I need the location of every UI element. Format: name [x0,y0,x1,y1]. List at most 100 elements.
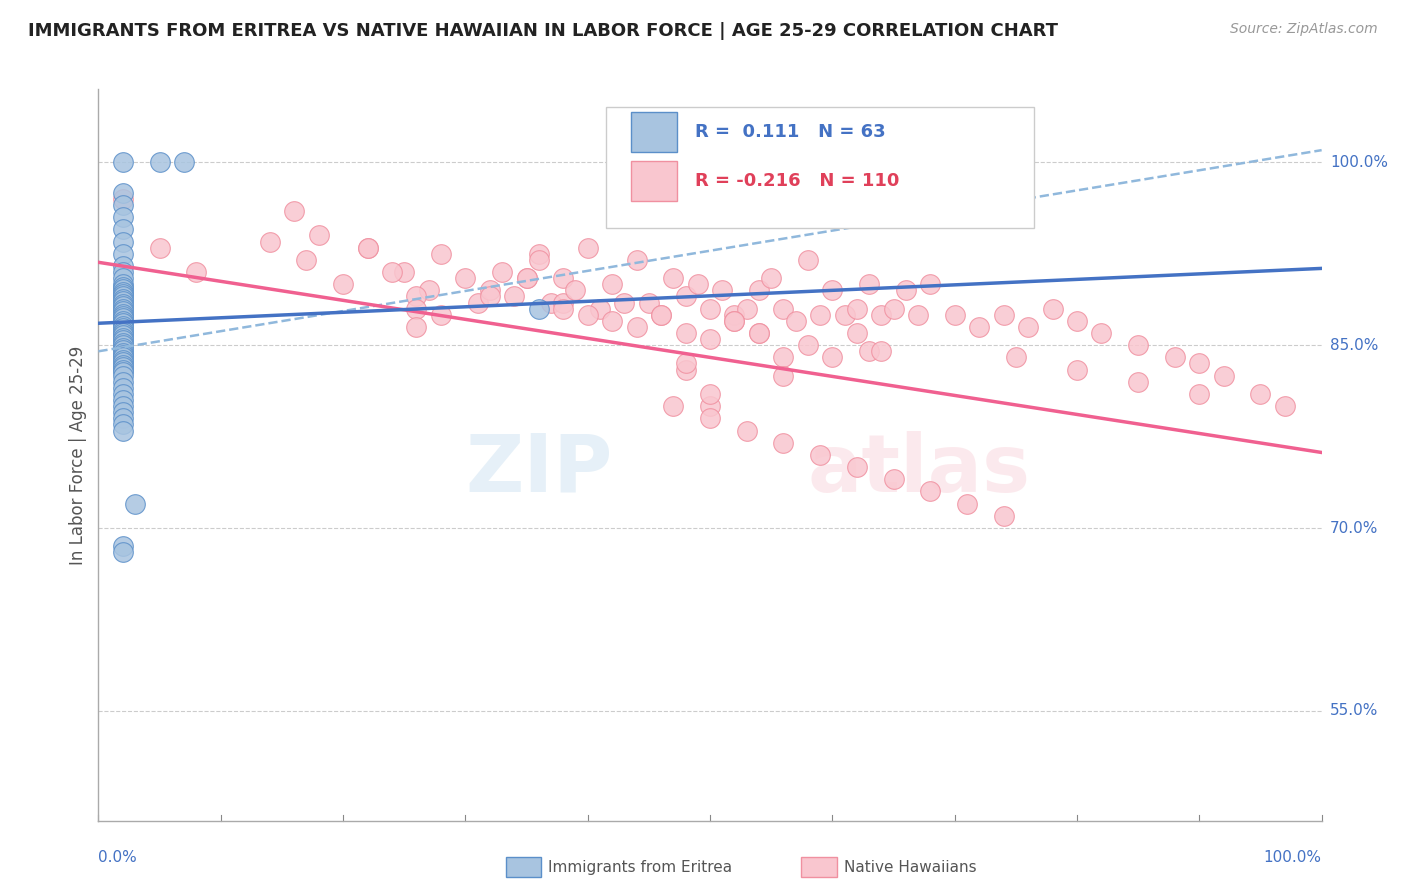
Point [675,289,697,303]
Text: atlas: atlas [808,431,1031,508]
Text: 70.0%: 70.0% [1330,521,1378,535]
Point [111,375,134,389]
Point [381,265,404,279]
Point [1212,368,1234,383]
Point [808,308,831,322]
Point [111,292,134,306]
Point [111,297,134,311]
Point [920,484,942,499]
Point [405,301,427,316]
Point [735,424,758,438]
Point [111,316,134,330]
Point [540,295,562,310]
Point [111,351,134,365]
Point [993,308,1015,322]
Point [111,343,134,357]
Point [675,326,697,340]
Point [553,301,575,316]
Point [111,299,134,313]
Point [637,295,661,310]
Point [111,246,134,260]
Text: Native Hawaiians: Native Hawaiians [844,861,976,875]
Point [711,284,734,298]
Point [111,279,134,293]
Point [870,344,893,359]
Point [626,252,648,267]
Point [111,306,134,320]
Text: 100.0%: 100.0% [1330,155,1388,169]
Point [870,308,893,322]
Point [1042,301,1064,316]
Point [454,271,477,285]
Point [111,358,134,372]
Point [808,448,831,462]
Point [686,277,709,292]
Point [111,399,134,413]
Point [111,360,134,375]
Point [111,392,134,407]
Point [111,211,134,225]
Y-axis label: In Labor Force | Age 25-29: In Labor Force | Age 25-29 [69,345,87,565]
Point [699,332,721,346]
Point [564,284,586,298]
Point [111,539,134,553]
Point [111,186,134,200]
Point [111,259,134,273]
Text: IMMIGRANTS FROM ERITREA VS NATIVE HAWAIIAN IN LABOR FORCE | AGE 25-29 CORRELATIO: IMMIGRANTS FROM ERITREA VS NATIVE HAWAII… [28,22,1059,40]
Point [785,314,807,328]
Point [111,289,134,303]
Point [943,308,966,322]
Point [845,326,868,340]
Point [1066,314,1088,328]
Point [467,295,489,310]
Point [332,277,354,292]
Point [527,252,550,267]
Point [259,235,281,249]
Point [111,311,134,326]
Point [797,252,820,267]
Point [797,338,820,352]
Point [111,265,134,279]
Point [834,308,856,322]
Point [111,345,134,359]
Text: ZIP: ZIP [465,431,612,508]
Point [111,387,134,401]
Point [650,308,672,322]
Point [111,341,134,355]
Point [883,301,905,316]
Point [111,304,134,318]
Text: 0.0%: 0.0% [98,850,138,865]
Point [527,301,550,316]
FancyBboxPatch shape [630,112,678,152]
Point [600,277,623,292]
Point [1249,387,1271,401]
Point [356,241,378,255]
Point [111,348,134,362]
Point [723,314,745,328]
Point [1128,338,1150,352]
Point [124,497,146,511]
Point [600,314,623,328]
Point [662,399,685,413]
Point [699,411,721,425]
Point [626,320,648,334]
Point [576,308,599,322]
Point [1090,326,1112,340]
Point [1188,387,1211,401]
Point [1004,351,1026,365]
Text: Immigrants from Eritrea: Immigrants from Eritrea [548,861,733,875]
Text: 85.0%: 85.0% [1330,338,1378,352]
Point [111,198,134,212]
Text: R =  0.111   N = 63: R = 0.111 N = 63 [696,122,886,141]
Point [111,365,134,379]
Point [405,289,427,303]
Point [111,424,134,438]
Point [748,326,770,340]
Point [589,301,612,316]
Point [283,204,305,219]
Point [761,271,783,285]
Point [111,355,134,369]
Point [111,285,134,299]
Point [111,326,134,340]
Point [515,271,537,285]
